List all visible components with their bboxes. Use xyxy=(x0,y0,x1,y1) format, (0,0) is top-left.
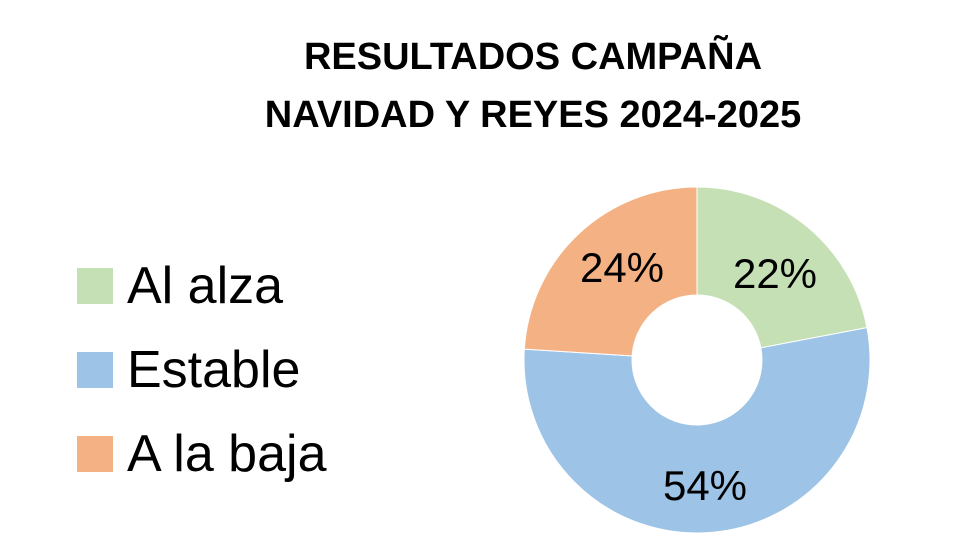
legend-label: Al alza xyxy=(127,257,284,315)
chart-title-line-2: NAVIDAD Y REYES 2024-2025 xyxy=(264,94,802,136)
donut-slices xyxy=(523,186,871,534)
chart-title: RESULTADOS CAMPAÑA NAVIDAD Y REYES 2024-… xyxy=(0,28,980,144)
slice-label-al-alza: 22% xyxy=(733,250,817,297)
legend: Al alza Estable A la baja xyxy=(77,244,327,496)
legend-label: Estable xyxy=(127,341,301,399)
donut-slice-estable xyxy=(523,326,871,534)
legend-label: A la baja xyxy=(127,425,327,483)
legend-swatch-a-la-baja xyxy=(77,436,113,472)
legend-item-estable: Estable xyxy=(77,328,327,412)
chart-title-line-1: RESULTADOS CAMPAÑA xyxy=(303,36,763,78)
slice-label-a-la-baja: 24% xyxy=(580,244,664,291)
legend-item-a-la-baja: A la baja xyxy=(77,412,327,496)
legend-swatch-estable xyxy=(77,352,113,388)
donut-slice-a-la-baja xyxy=(523,186,698,357)
donut-slice-al-alza xyxy=(696,186,868,349)
legend-swatch-al-alza xyxy=(77,268,113,304)
legend-item-al-alza: Al alza xyxy=(77,244,327,328)
slice-label-estable: 54% xyxy=(663,462,747,509)
